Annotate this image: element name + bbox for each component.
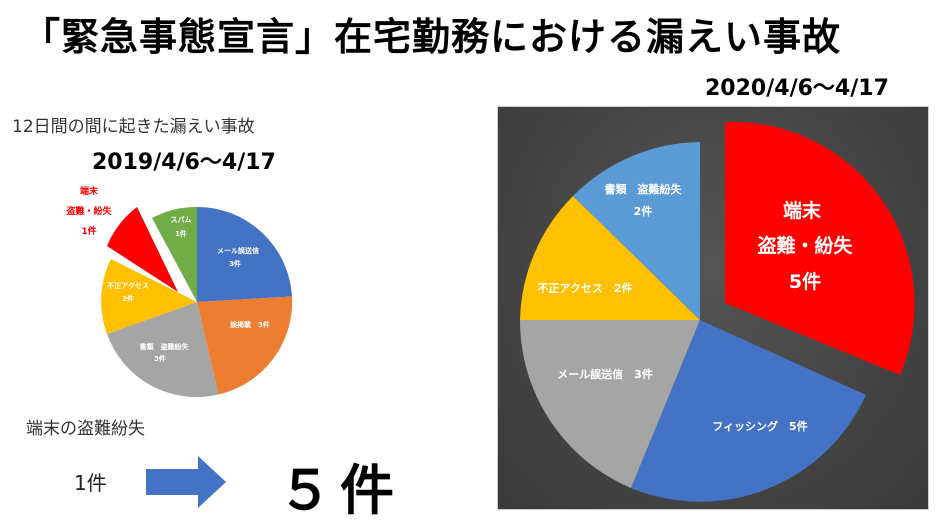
label-docs: 書類 盗難紛失 — [605, 182, 683, 196]
date-range-2020: 2020/4/6〜4/17 — [705, 76, 889, 101]
comparison-label: 端末の盗難紛失 — [26, 419, 145, 439]
svg-text:2件: 2件 — [122, 294, 134, 303]
slice-docs — [573, 142, 700, 320]
slice-device — [107, 207, 178, 292]
slice-access — [101, 259, 197, 334]
slice-phishing — [631, 320, 866, 502]
label-device: 端末 — [80, 185, 99, 197]
comparison-after: ５件 — [278, 459, 402, 522]
comparison-before: 1件 — [74, 471, 107, 495]
date-range-2019: 2019/4/6〜4/17 — [92, 150, 276, 175]
svg-text:1件: 1件 — [175, 229, 187, 238]
pie-chart-2019: メール誤送信 3件 誤掲載 3件 書類 盗難紛失 3件 不正アクセス 2件 スパ… — [66, 185, 293, 398]
svg-text:2件: 2件 — [634, 204, 653, 218]
page-title: 「緊急事態宣言」在宅勤務における漏えい事故 — [22, 15, 842, 59]
label-mail: メール誤送信 — [217, 246, 259, 255]
pie-chart-2020: 端末 盗難・紛失 5件 フィッシング 5件 メール誤送信 3件 不正アクセス 2… — [519, 121, 915, 502]
label-spam: スパム — [171, 215, 192, 224]
label-access: 不正アクセス 2件 — [537, 281, 632, 295]
left-subtitle: 12日間の間に起きた漏えい事故 — [12, 117, 255, 137]
label-access: 不正アクセス — [107, 281, 149, 290]
label-mail: メール誤送信 3件 — [557, 367, 653, 381]
label-device: 端末 — [783, 199, 822, 222]
slice-mail — [519, 320, 700, 488]
svg-text:盗難・紛失: 盗難・紛失 — [757, 234, 853, 257]
slice-spam — [152, 206, 197, 302]
svg-text:盗難・紛失: 盗難・紛失 — [66, 205, 112, 217]
label-docs: 書類 盗難紛失 — [140, 342, 190, 351]
slice-mail — [197, 206, 292, 302]
svg-text:3件: 3件 — [154, 354, 166, 363]
svg-text:3件: 3件 — [229, 259, 241, 268]
label-phishing: フィッシング 5件 — [712, 419, 807, 433]
slice-docs — [107, 302, 219, 398]
svg-text:5件: 5件 — [789, 270, 821, 293]
slice-access — [520, 196, 700, 320]
slice-post — [197, 296, 293, 395]
right-arrow-icon — [146, 456, 226, 508]
svg-text:1件: 1件 — [81, 225, 96, 237]
label-post: 誤掲載 3件 — [230, 320, 270, 329]
slice-device — [725, 121, 915, 375]
